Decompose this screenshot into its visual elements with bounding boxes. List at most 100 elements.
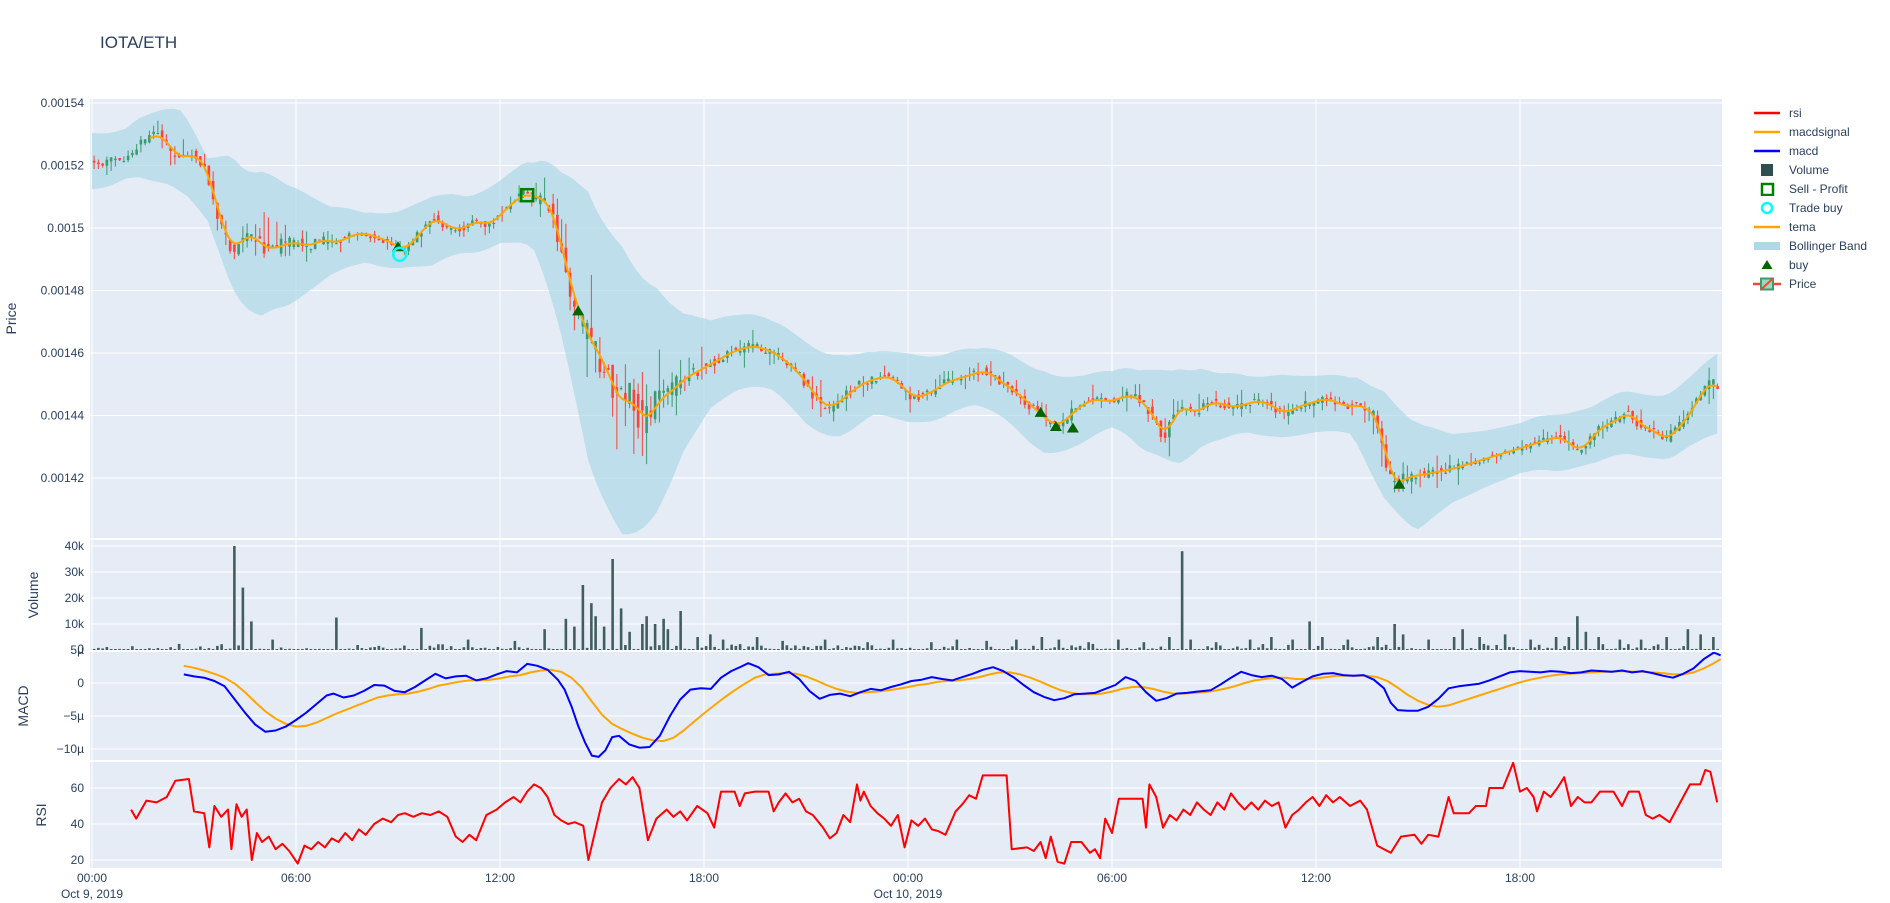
x-tick-label: 00:00 [893,871,923,885]
volume-bar [789,648,793,650]
volume-bar [1376,637,1379,650]
legend-item-volume[interactable]: Volume [1752,160,1867,179]
candle-body [1516,447,1520,449]
candle-body [454,230,457,232]
volume-bar [628,631,631,650]
candle-body [989,371,993,374]
volume-bar [1104,648,1107,650]
volume-bar [670,649,674,650]
volume-bar [326,649,330,650]
volume-bar [500,648,504,650]
volume-bar [466,639,470,650]
volume-bar [267,649,270,650]
volume-bar [738,644,742,650]
price-tick-label: 0.00142 [41,471,85,485]
volume-bar [152,649,155,650]
volume-bar [1601,644,1605,650]
candle-body [160,130,164,140]
volume-bar [394,648,398,650]
volume-bar [836,645,840,650]
volume-bar [624,645,627,650]
volume-bar [972,649,976,650]
candle-body [1091,398,1095,400]
candle-body [734,347,738,350]
buy-marker [1049,420,1062,431]
volume-bar [245,649,249,650]
volume-bar [981,649,984,650]
volume-bar [398,648,402,650]
volume-bar [97,647,100,650]
candle-body [207,165,211,185]
candle-body [203,163,206,167]
volume-bar [1010,646,1014,650]
legend-item-price[interactable]: Price [1752,274,1867,293]
candle-body [896,379,899,381]
volume-bar [619,608,623,650]
volume-tick-label: 30k [65,565,85,579]
volume-bar [1631,649,1634,650]
volume-bar [1253,649,1256,650]
volume-bar [1168,637,1171,650]
volume-bar [598,649,602,650]
legend-label: Bollinger Band [1789,238,1868,253]
price-axis-title: Price [3,302,19,334]
volume-bar [1448,649,1452,650]
candle-body [1559,435,1562,438]
legend-label: buy [1789,257,1809,272]
volume-bar [568,649,572,650]
macd-swatch-icon [1754,149,1780,152]
legend-item-rsi[interactable]: rsi [1752,103,1867,122]
volume-bar [360,648,364,650]
legend-item-trade-buy[interactable]: Trade buy [1752,198,1867,217]
candle-body [972,370,976,372]
candle-body [1295,409,1299,411]
volume-bar [1431,649,1435,650]
volume-bar [1491,649,1494,650]
macd-line-group [183,652,1721,758]
candle-body [666,388,670,392]
candle-body [1253,399,1256,401]
volume-bar [951,646,954,650]
candle-body [696,372,699,376]
candle-body [840,400,844,402]
volume-bar [318,648,321,650]
volume-bar [921,649,925,650]
legend-item-macdsignal[interactable]: macdsignal [1752,122,1867,141]
candle-body [1712,379,1715,385]
volume-bar [1155,649,1158,650]
candle-body [1244,405,1248,407]
volume-bar [1533,647,1537,650]
volume-bar [1567,637,1571,650]
volume-bar [1482,643,1486,650]
volume-bar [1372,646,1375,650]
candle-body [866,383,869,385]
candle-body [1125,391,1129,397]
volume-bar [1427,639,1430,650]
candle-body [539,195,542,205]
legend-item-bollinger-band[interactable]: Bollinger Band [1752,236,1867,255]
volume-bar [1648,649,1651,650]
candle-body [709,364,712,367]
volume-bar [296,649,300,650]
legend-item-sell-profit[interactable]: Sell - Profit [1752,179,1867,198]
candle-body [517,193,521,197]
volume-bar [369,647,372,650]
legend-item-tema[interactable]: tema [1752,217,1867,236]
volume-bar [194,648,198,650]
volume-bar [1270,637,1273,650]
volume-bar [1083,648,1086,650]
volume-bar [679,611,682,650]
volume-bar [1712,637,1715,650]
candle-body [1027,402,1031,410]
volume-bar [220,644,223,650]
candle-body [624,392,627,401]
legend-item-buy[interactable]: buy [1752,255,1867,274]
legend-item-macd[interactable]: macd [1752,141,1867,160]
volume-bar [203,649,206,650]
candle-body [823,408,827,410]
volume-bar [713,646,716,650]
price-tick-label: 0.00146 [41,346,85,360]
volume-bar [1440,649,1443,650]
volume-bar [1644,648,1647,650]
